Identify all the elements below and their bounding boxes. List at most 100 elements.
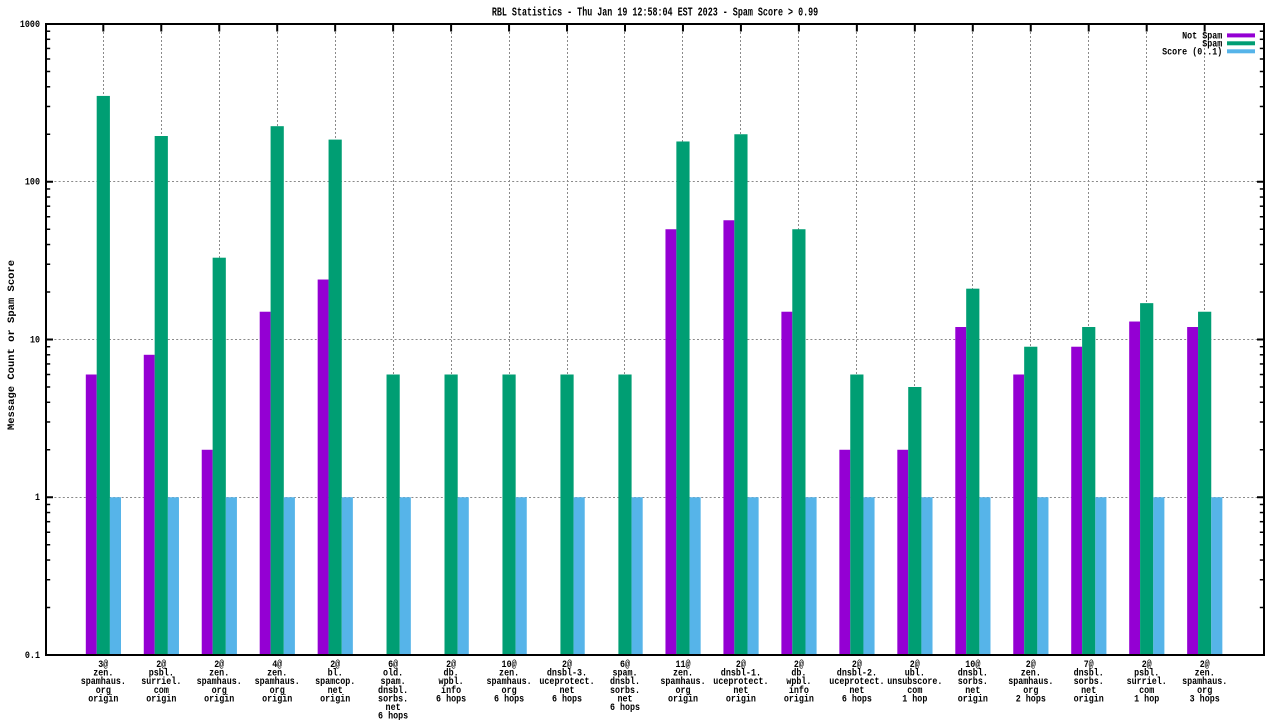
svg-text:2@: 2@ (562, 659, 573, 671)
svg-text:RBL Statistics - Thu Jan 19 12: RBL Statistics - Thu Jan 19 12:58:04 EST… (492, 6, 818, 20)
svg-text:db.: db. (791, 668, 806, 680)
svg-text:psbl.: psbl. (149, 668, 174, 680)
svg-text:org: org (212, 685, 227, 697)
svg-text:org: org (270, 685, 285, 697)
svg-text:zen.: zen. (499, 668, 519, 680)
svg-text:origin: origin (1074, 694, 1104, 706)
svg-text:info: info (789, 685, 809, 697)
svg-text:uceprotect.: uceprotect. (539, 676, 594, 688)
svg-text:unsubscore.: unsubscore. (887, 676, 942, 688)
svg-text:Not Spam: Not Spam (1182, 30, 1222, 42)
svg-text:sorbs.: sorbs. (378, 694, 408, 706)
svg-text:origin: origin (146, 694, 176, 706)
svg-text:spamhaus.: spamhaus. (1008, 676, 1053, 688)
svg-text:net: net (965, 685, 980, 697)
svg-text:spam.: spam. (612, 668, 637, 680)
svg-text:dnsbl-1.: dnsbl-1. (721, 668, 761, 680)
svg-text:net: net (617, 694, 632, 706)
svg-text:zen.: zen. (267, 668, 287, 680)
svg-text:uceprotect.: uceprotect. (713, 676, 768, 688)
svg-text:2@: 2@ (1142, 659, 1153, 671)
svg-text:spamhaus.: spamhaus. (197, 676, 242, 688)
svg-text:net: net (849, 685, 864, 697)
svg-text:2@: 2@ (1026, 659, 1037, 671)
svg-text:10: 10 (30, 334, 40, 346)
svg-text:surriel.: surriel. (141, 676, 181, 688)
svg-text:zen.: zen. (209, 668, 229, 680)
svg-text:spamhaus.: spamhaus. (81, 676, 126, 688)
svg-text:net: net (733, 685, 748, 697)
svg-text:old.: old. (383, 668, 403, 680)
svg-text:origin: origin (204, 694, 234, 706)
svg-text:2@: 2@ (736, 659, 747, 671)
svg-text:net: net (386, 702, 401, 714)
svg-text:org: org (1023, 685, 1038, 697)
svg-text:spamhaus.: spamhaus. (255, 676, 300, 688)
svg-text:sorbs.: sorbs. (958, 676, 988, 688)
svg-text:org: org (675, 685, 690, 697)
svg-text:100: 100 (25, 177, 40, 189)
svg-text:origin: origin (262, 694, 292, 706)
svg-text:3@: 3@ (98, 659, 109, 671)
svg-text:wpbl.: wpbl. (786, 676, 811, 688)
svg-text:Spam: Spam (1202, 38, 1222, 50)
svg-text:net: net (559, 685, 574, 697)
svg-text:2@: 2@ (330, 659, 341, 671)
svg-text:4@: 4@ (272, 659, 283, 671)
svg-text:2 hops: 2 hops (1016, 694, 1046, 706)
svg-text:sorbs.: sorbs. (610, 685, 640, 697)
svg-text:com: com (1139, 685, 1154, 697)
svg-text:dnsbl-3.: dnsbl-3. (547, 668, 587, 680)
svg-text:zen.: zen. (1195, 668, 1215, 680)
svg-text:6 hops: 6 hops (378, 711, 408, 720)
svg-text:dnsbl.: dnsbl. (958, 668, 988, 680)
svg-text:0.1: 0.1 (25, 650, 40, 662)
svg-text:2@: 2@ (910, 659, 921, 671)
svg-text:spamcop.: spamcop. (315, 676, 355, 688)
svg-text:bl.: bl. (328, 668, 343, 680)
svg-text:net: net (1081, 685, 1096, 697)
svg-text:2@: 2@ (1200, 659, 1211, 671)
svg-text:origin: origin (784, 694, 814, 706)
svg-text:net: net (328, 685, 343, 697)
svg-text:db.: db. (444, 668, 459, 680)
svg-text:origin: origin (958, 694, 988, 706)
svg-text:2@: 2@ (214, 659, 225, 671)
svg-text:6 hops: 6 hops (610, 702, 640, 714)
svg-text:com: com (907, 685, 922, 697)
svg-text:spam.: spam. (381, 676, 406, 688)
svg-text:6@: 6@ (388, 659, 399, 671)
svg-text:6 hops: 6 hops (842, 694, 872, 706)
svg-text:1: 1 (35, 492, 40, 504)
svg-text:10@: 10@ (965, 659, 981, 671)
svg-text:dnsbl.: dnsbl. (1074, 668, 1104, 680)
svg-text:6 hops: 6 hops (436, 694, 466, 706)
svg-text:ubl.: ubl. (905, 668, 925, 680)
svg-text:dnsbl.: dnsbl. (378, 685, 408, 697)
svg-text:2@: 2@ (852, 659, 863, 671)
svg-text:org: org (1197, 685, 1212, 697)
svg-text:surriel.: surriel. (1127, 676, 1167, 688)
svg-text:sorbs.: sorbs. (1074, 676, 1104, 688)
svg-text:origin: origin (320, 694, 350, 706)
svg-text:2@: 2@ (446, 659, 457, 671)
svg-text:spamhaus.: spamhaus. (1182, 676, 1227, 688)
svg-text:6 hops: 6 hops (494, 694, 524, 706)
svg-text:2@: 2@ (156, 659, 167, 671)
svg-text:com: com (154, 685, 169, 697)
svg-text:wpbl.: wpbl. (439, 676, 464, 688)
svg-text:origin: origin (88, 694, 118, 706)
svg-text:zen.: zen. (673, 668, 693, 680)
svg-text:spamhaus.: spamhaus. (487, 676, 532, 688)
svg-text:7@: 7@ (1084, 659, 1095, 671)
svg-text:info: info (441, 685, 461, 697)
svg-text:Score (0..1): Score (0..1) (1162, 46, 1222, 58)
svg-text:1 hop: 1 hop (902, 694, 927, 706)
svg-text:dnsbl.: dnsbl. (610, 676, 640, 688)
svg-text:origin: origin (726, 694, 756, 706)
svg-text:zen.: zen. (93, 668, 113, 680)
svg-text:org: org (96, 685, 111, 697)
svg-text:Message Count or Spam Score: Message Count or Spam Score (6, 260, 18, 430)
svg-text:3 hops: 3 hops (1190, 694, 1220, 706)
svg-text:11@: 11@ (675, 659, 691, 671)
